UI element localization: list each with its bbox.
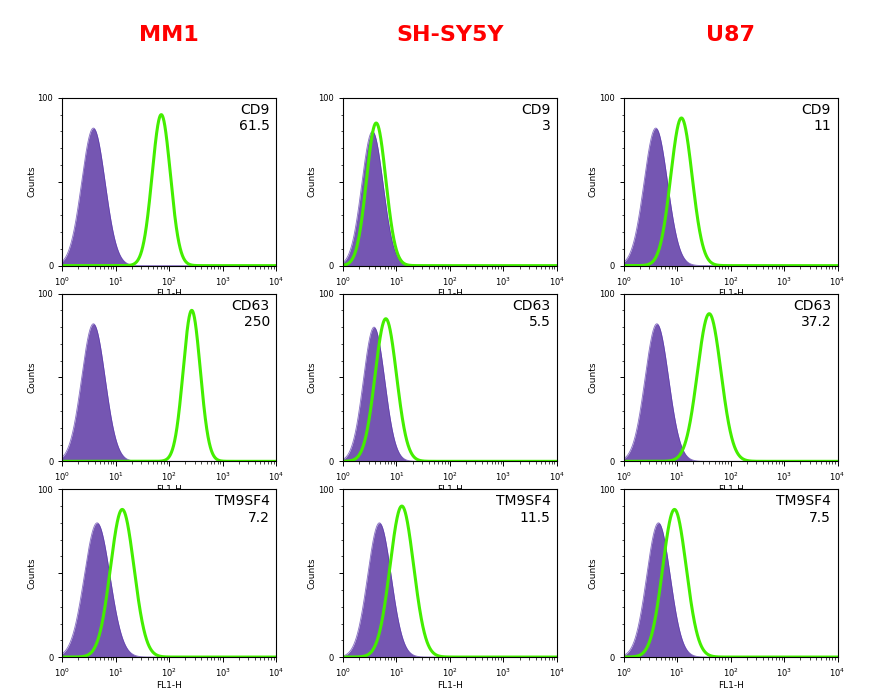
Text: TM9SF4
7.2: TM9SF4 7.2 [215,494,270,524]
X-axis label: FL1-H: FL1-H [717,681,744,690]
Y-axis label: Counts: Counts [308,557,317,589]
X-axis label: FL1-H: FL1-H [437,289,463,298]
X-axis label: FL1-H: FL1-H [156,289,183,298]
Y-axis label: Counts: Counts [308,361,317,394]
Text: SH-SY5Y: SH-SY5Y [396,25,503,45]
Text: CD9
11: CD9 11 [802,103,831,133]
X-axis label: FL1-H: FL1-H [717,485,744,494]
Y-axis label: Counts: Counts [589,166,598,198]
X-axis label: FL1-H: FL1-H [156,485,183,494]
Y-axis label: Counts: Counts [308,166,317,198]
X-axis label: FL1-H: FL1-H [437,485,463,494]
X-axis label: FL1-H: FL1-H [437,681,463,690]
Y-axis label: Counts: Counts [28,361,37,394]
Y-axis label: Counts: Counts [589,361,598,394]
Text: TM9SF4
11.5: TM9SF4 11.5 [495,494,551,524]
Y-axis label: Counts: Counts [28,166,37,198]
X-axis label: FL1-H: FL1-H [717,289,744,298]
X-axis label: FL1-H: FL1-H [156,681,183,690]
Text: CD63
250: CD63 250 [232,298,270,329]
Y-axis label: Counts: Counts [589,557,598,589]
Text: U87: U87 [707,25,755,45]
Text: TM9SF4
7.5: TM9SF4 7.5 [776,494,831,524]
Text: CD9
61.5: CD9 61.5 [239,103,270,133]
Text: CD63
37.2: CD63 37.2 [793,298,831,329]
Y-axis label: Counts: Counts [28,557,37,589]
Text: MM1: MM1 [139,25,200,45]
Text: CD9
3: CD9 3 [521,103,551,133]
Text: CD63
5.5: CD63 5.5 [512,298,551,329]
